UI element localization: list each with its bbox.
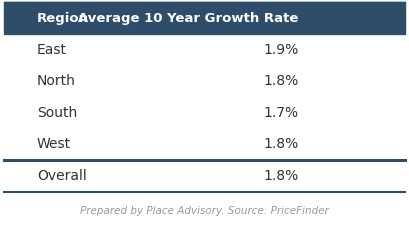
Text: Region: Region [37, 12, 89, 24]
Text: 1.9%: 1.9% [263, 43, 299, 57]
Text: 1.7%: 1.7% [263, 106, 299, 120]
Text: North: North [37, 74, 76, 88]
Text: 1.8%: 1.8% [263, 137, 299, 151]
Text: West: West [37, 137, 71, 151]
Text: Average 10 Year Growth Rate: Average 10 Year Growth Rate [78, 12, 299, 24]
Text: South: South [37, 106, 77, 120]
Text: 1.8%: 1.8% [263, 169, 299, 183]
Text: Overall: Overall [37, 169, 87, 183]
Text: 1.8%: 1.8% [263, 74, 299, 88]
Text: East: East [37, 43, 67, 57]
Text: Prepared by Place Advisory. Source: PriceFinder: Prepared by Place Advisory. Source: Pric… [80, 206, 329, 216]
